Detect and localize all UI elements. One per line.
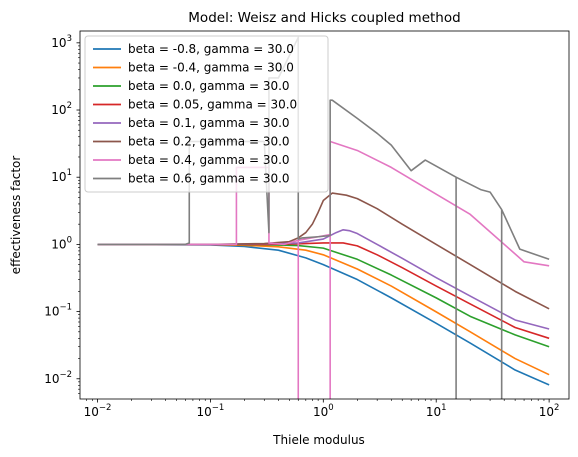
x-tick-label: 101 — [426, 403, 447, 419]
x-axis: 10−2 10−1 100 101 102 — [84, 399, 560, 419]
x-tick-label: 10−1 — [196, 403, 224, 419]
legend-label: beta = 0.1, gamma = 30.0 — [128, 116, 290, 130]
series-line-3 — [97, 243, 550, 348]
plot-frame — [79, 30, 570, 400]
y-tick-label: 100 — [51, 235, 72, 251]
series-line-1 — [97, 243, 550, 386]
x-tick-label: 102 — [539, 403, 560, 419]
legend-label: beta = 0.4, gamma = 30.0 — [128, 153, 290, 167]
y-tick-label: 10−2 — [44, 370, 72, 386]
y-tick-label: 10−1 — [44, 303, 72, 319]
x-tick-label: 10−2 — [84, 403, 112, 419]
legend-box — [84, 35, 329, 193]
x-axis-label: Thiele modulus — [272, 433, 365, 447]
series-line-6 — [97, 192, 550, 310]
legend-label: beta = 0.6, gamma = 30.0 — [128, 172, 290, 186]
legend-label: beta = -0.4, gamma = 30.0 — [128, 61, 294, 75]
legend-label: beta = 0.0, gamma = 30.0 — [128, 79, 290, 93]
legend-label: beta = -0.8, gamma = 30.0 — [128, 42, 294, 56]
chart-title: Model: Weisz and Hicks coupled method — [188, 10, 460, 26]
legend-label: beta = 0.05, gamma = 30.0 — [128, 98, 297, 112]
x-tick-label: 100 — [313, 403, 334, 419]
y-axis-label: effectiveness factor — [9, 156, 23, 275]
legend-label: beta = 0.2, gamma = 30.0 — [128, 135, 290, 149]
legend: beta = -0.8, gamma = 30.0 beta = -0.4, ga… — [84, 35, 329, 193]
series-line-4 — [97, 242, 550, 340]
y-tick-label: 101 — [51, 168, 72, 184]
y-axis: 10−2 10−1 100 101 102 103 — [44, 34, 80, 394]
y-tick-label: 102 — [51, 101, 72, 117]
y-tick-label: 103 — [51, 34, 72, 50]
